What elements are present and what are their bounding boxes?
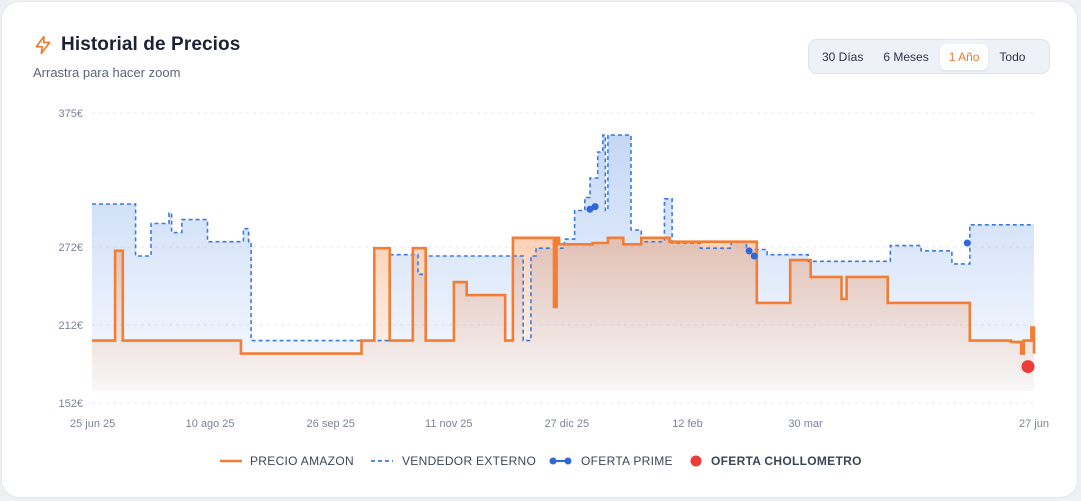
legend-label: OFERTA CHOLLOMETRO (711, 454, 862, 468)
page-title: Historial de Precios (61, 34, 241, 55)
oferta-prime-point (745, 247, 753, 255)
oferta-prime-point (963, 239, 971, 247)
legend-swatch-dot (690, 455, 702, 467)
chart-lines (92, 134, 1036, 355)
legend-swatch-dot (564, 457, 572, 465)
y-axis: 375€ 272€ 212€ 152€ (59, 108, 83, 410)
y-tick-label: 152€ (59, 398, 83, 410)
lightning-icon (35, 35, 51, 55)
y-tick-label: 212€ (59, 320, 83, 332)
range-all-button[interactable]: Todo (999, 49, 1026, 64)
x-tick-label: 26 sep 25 (307, 418, 355, 430)
x-tick-label: 10 ago 25 (186, 418, 235, 430)
precio-amazon-line (92, 236, 1036, 355)
precio-amazon-area (92, 237, 1034, 391)
x-tick-label: 25 jun 25 (70, 418, 115, 430)
range-30-days-button[interactable]: 30 Días (822, 49, 864, 64)
chart-markers (586, 203, 1035, 374)
oferta-chollometro-point (1021, 360, 1035, 374)
x-tick-label: 27 dic 25 (545, 418, 590, 430)
legend-item-precio-amazon: PRECIO AMAZON (220, 454, 354, 468)
legend-item-oferta-chollometro: OFERTA CHOLLOMETRO (690, 454, 862, 468)
legend-item-oferta-prime: OFERTA PRIME (549, 454, 673, 468)
header: Historial de Precios (33, 34, 240, 56)
legend-label: OFERTA PRIME (581, 454, 673, 468)
legend: PRECIO AMAZON VENDEDOR EXTERNO OFERTA PRIM… (220, 454, 862, 468)
x-axis: 25 jun 25 10 ago 25 26 sep 25 11 nov 25 27 d… (70, 418, 1049, 430)
chart-areas (92, 135, 1034, 391)
oferta-prime-point (750, 252, 758, 260)
y-tick-label: 375€ (59, 108, 83, 120)
subtitle: Arrastra para hacer zoom (33, 65, 181, 80)
range-selector: 30 Días 6 Meses 1 Año Todo (808, 39, 1050, 74)
x-tick-label: 30 mar (788, 418, 823, 430)
legend-label: VENDEDOR EXTERNO (402, 454, 536, 468)
x-tick-label: 12 feb (672, 418, 703, 430)
legend-item-vendedor-externo: VENDEDOR EXTERNO (371, 454, 536, 468)
y-tick-label: 272€ (59, 242, 83, 254)
legend-label: PRECIO AMAZON (250, 454, 354, 468)
oferta-prime-point (591, 203, 599, 211)
range-6-months-button[interactable]: 6 Meses (883, 49, 929, 64)
range-1-year-button[interactable]: 1 Año (939, 43, 989, 70)
x-tick-label: 27 jun (1019, 418, 1049, 430)
x-tick-label: 11 nov 25 (425, 418, 473, 430)
legend-swatch-dot (549, 457, 557, 465)
vendedor-externo-line (92, 134, 1034, 342)
